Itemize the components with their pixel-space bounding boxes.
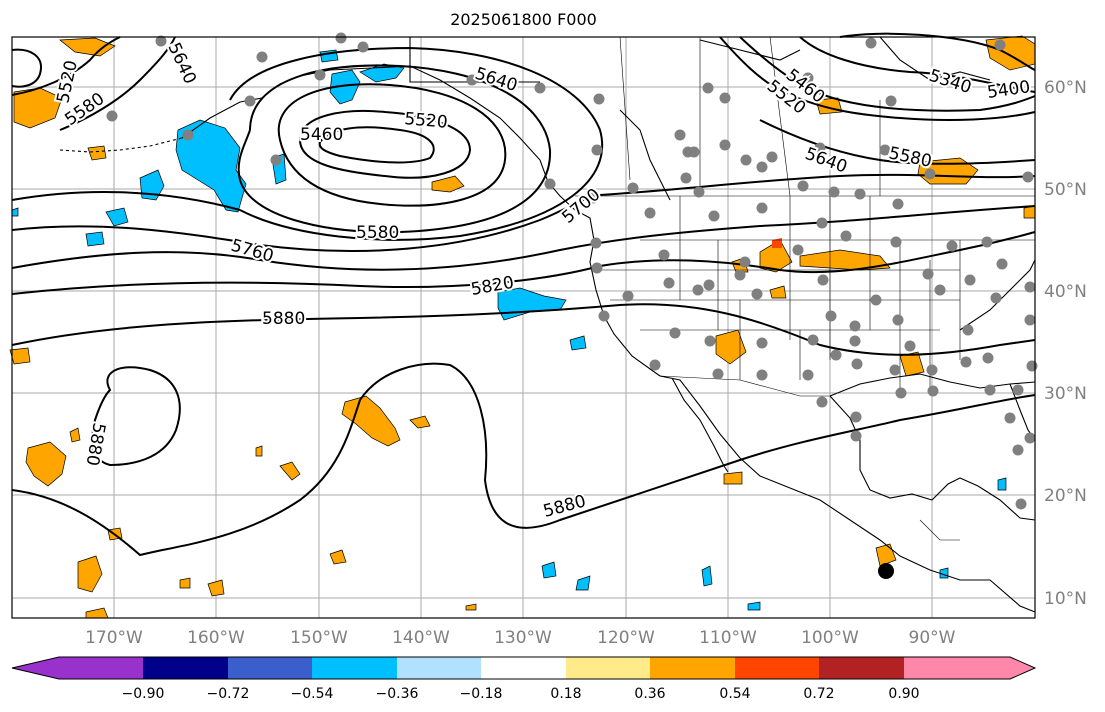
colorbar-tick-label: 0.90 xyxy=(888,686,919,702)
colorbar-tick-label: −0.54 xyxy=(291,686,334,702)
latitude-label: 20°N xyxy=(1044,486,1087,506)
colorbar-tick-label: 0.54 xyxy=(719,686,750,702)
colorbar-tick-label: −0.36 xyxy=(376,686,419,702)
negative-regions xyxy=(11,49,1007,611)
longitude-label: 160°W xyxy=(187,628,245,648)
map-frame xyxy=(11,36,1036,619)
longitude-axis: 170°W 160°W 150°W 140°W 130°W 120°W 110°… xyxy=(85,628,956,648)
latitude-label: 50°N xyxy=(1044,180,1087,200)
colorbar-segment xyxy=(397,657,481,679)
map-title: 2025061800 F000 xyxy=(450,10,597,29)
colorbar-segment xyxy=(819,657,904,679)
longitude-label: 100°W xyxy=(801,628,859,648)
colorbar-extend-min xyxy=(12,657,59,679)
longitude-label: 170°W xyxy=(85,628,143,648)
longitude-label: 130°W xyxy=(494,628,552,648)
colorbar-tick-label: −0.72 xyxy=(207,686,250,702)
colorbar-segment xyxy=(143,657,228,679)
contour-label: 5580 xyxy=(356,223,399,243)
contour-label: 5520 xyxy=(404,109,449,133)
colorbar-segment xyxy=(228,657,312,679)
colorbar-tick-label: −0.18 xyxy=(460,686,503,702)
longitude-label: 120°W xyxy=(597,628,655,648)
colorbar-outline xyxy=(11,656,1037,680)
longitude-label: 140°W xyxy=(392,628,450,648)
colorbar-segments xyxy=(12,657,1035,679)
colorbar-ticks: −0.90 −0.72 −0.54 −0.36 −0.18 0.18 0.36 … xyxy=(122,686,920,702)
colorbar-extend-max xyxy=(1010,657,1035,679)
strong-positive-region xyxy=(772,238,782,248)
location-marker xyxy=(878,563,894,579)
colorbar-segment xyxy=(650,657,735,679)
latitude-label: 60°N xyxy=(1044,78,1087,98)
latitude-label: 30°N xyxy=(1044,384,1087,404)
colorbar-tick-label: 0.18 xyxy=(550,686,581,702)
height-contours xyxy=(11,32,1036,557)
colorbar-segment xyxy=(312,657,397,679)
longitude-label: 150°W xyxy=(290,628,348,648)
colorbar-tick-label: 0.72 xyxy=(803,686,834,702)
colorbar-tick-label: 0.36 xyxy=(634,686,665,702)
station-dots xyxy=(106,32,1038,510)
gridlines xyxy=(12,37,1035,618)
contour-label: 5880 xyxy=(262,309,305,329)
colorbar xyxy=(11,656,1037,680)
latitude-label: 40°N xyxy=(1044,282,1087,302)
colorbar-segment xyxy=(904,657,1010,679)
latitude-axis: 60°N 50°N 40°N 30°N 20°N 10°N xyxy=(1044,78,1087,609)
colorbar-segment xyxy=(59,657,143,679)
contour-label: 5460 xyxy=(300,125,343,145)
coastlines xyxy=(59,36,1036,613)
longitude-label: 110°W xyxy=(699,628,757,648)
colorbar-segment xyxy=(735,657,819,679)
latitude-label: 10°N xyxy=(1044,589,1087,609)
longitude-label: 90°W xyxy=(909,628,956,648)
colorbar-tick-label: −0.90 xyxy=(122,686,165,702)
colorbar-segment xyxy=(566,657,650,679)
colorbar-segment xyxy=(481,657,566,679)
